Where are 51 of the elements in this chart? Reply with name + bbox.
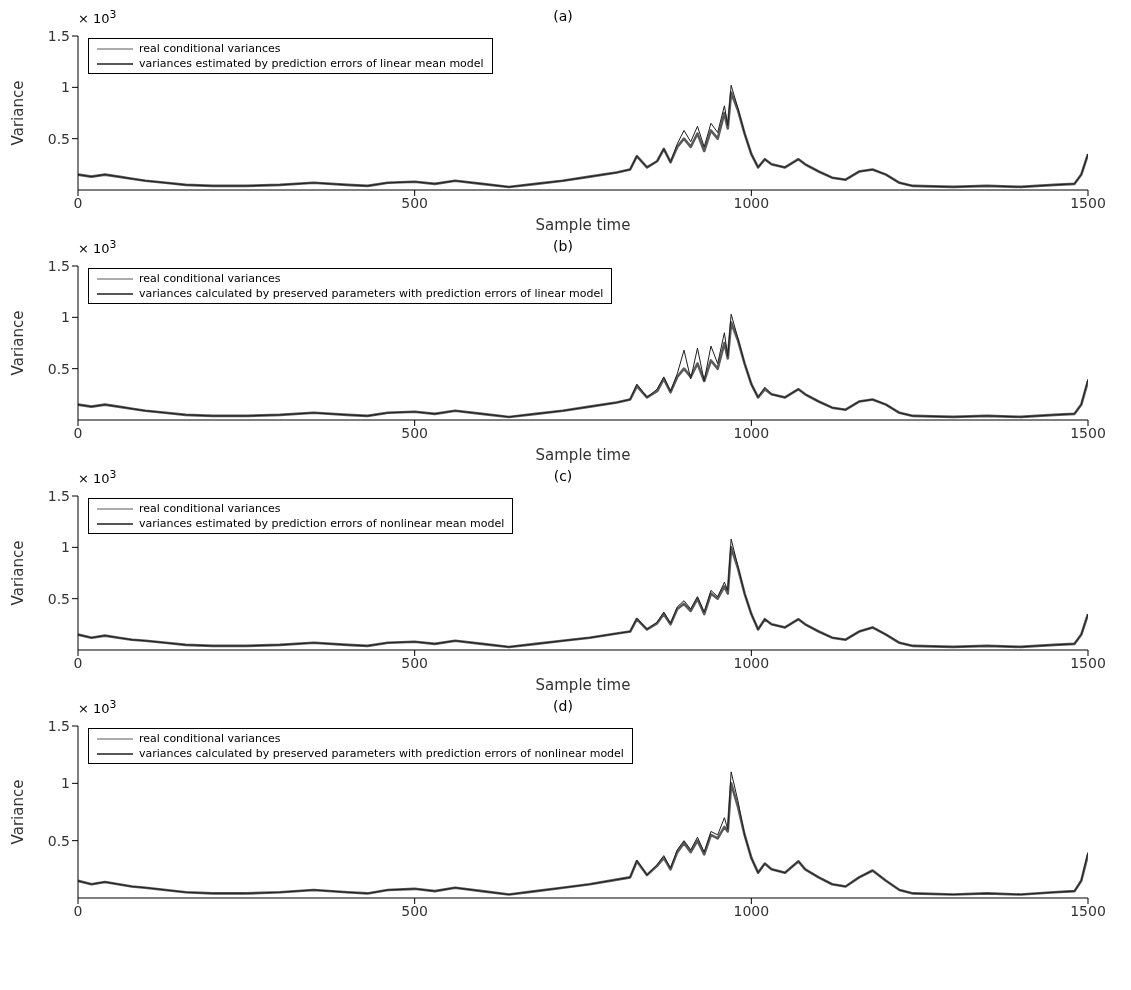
legend-label: real conditional variances: [139, 41, 281, 56]
text: × 10$^{3}$: [78, 698, 117, 717]
y-tick-label: 0.5: [47, 360, 70, 377]
legend-label: variances estimated by prediction errors of nonlinear mean model: [139, 516, 505, 531]
x-axis-title: Sample time: [535, 446, 631, 464]
text: × 10$^{3}$: [78, 468, 117, 487]
y-tick-label: 1: [61, 539, 70, 556]
legend-label: variances calculated by preserved parameters with prediction errors of linear model: [139, 286, 604, 301]
x-tick-label: 1500: [1070, 424, 1106, 441]
legend-label: variances calculated by preserved parameters with prediction errors of nonlinear model: [139, 746, 624, 761]
text: × 10$^{3}$: [78, 8, 117, 27]
y-tick-label: 0.5: [47, 832, 70, 849]
text: × 10$^{3}$: [78, 238, 117, 257]
x-tick-label: 0: [73, 424, 83, 441]
y-tick-label: 1.5: [47, 27, 70, 44]
y-axis-title: Variance: [9, 779, 28, 845]
y-axis-title: Variance: [9, 80, 28, 146]
x-tick-label: 0: [73, 194, 83, 211]
x-tick-label: 1000: [733, 424, 770, 441]
legend-label: variances estimated by prediction errors of linear mean model: [139, 56, 484, 71]
chart-title: (d): [553, 698, 573, 714]
x-tick-label: 500: [401, 902, 429, 919]
y-tick-label: 1.5: [47, 257, 70, 274]
x-tick-label: 1000: [733, 194, 770, 211]
y-axis-title: Variance: [9, 310, 28, 376]
chart-title: (c): [553, 468, 573, 484]
x-tick-label: 1000: [733, 902, 770, 919]
x-tick-label: 500: [401, 654, 429, 671]
x-tick-label: 1500: [1070, 194, 1106, 211]
y-tick-label: 1: [61, 79, 70, 96]
y-tick-label: 0.5: [47, 130, 70, 147]
y-tick-label: 1: [61, 309, 70, 326]
x-axis-title: Sample time: [535, 676, 631, 694]
x-tick-label: 500: [401, 424, 429, 441]
y-axis-title: Variance: [9, 540, 28, 606]
chart-title: (b): [553, 238, 573, 254]
x-axis-title: Sample time: [535, 216, 631, 234]
x-tick-label: 500: [401, 194, 429, 211]
chart-title: (a): [553, 8, 573, 24]
x-tick-label: 1000: [733, 654, 770, 671]
y-tick-label: 1: [61, 775, 70, 792]
x-tick-label: 1500: [1070, 654, 1106, 671]
y-tick-label: 1.5: [47, 717, 70, 734]
legend-label: real conditional variances: [139, 731, 281, 746]
x-tick-label: 1500: [1070, 902, 1106, 919]
legend-label: real conditional variances: [139, 501, 281, 516]
x-tick-label: 0: [73, 902, 83, 919]
x-tick-label: 0: [73, 654, 83, 671]
legend-label: real conditional variances: [139, 271, 281, 286]
y-tick-label: 0.5: [47, 590, 70, 607]
y-tick-label: 1.5: [47, 487, 70, 504]
